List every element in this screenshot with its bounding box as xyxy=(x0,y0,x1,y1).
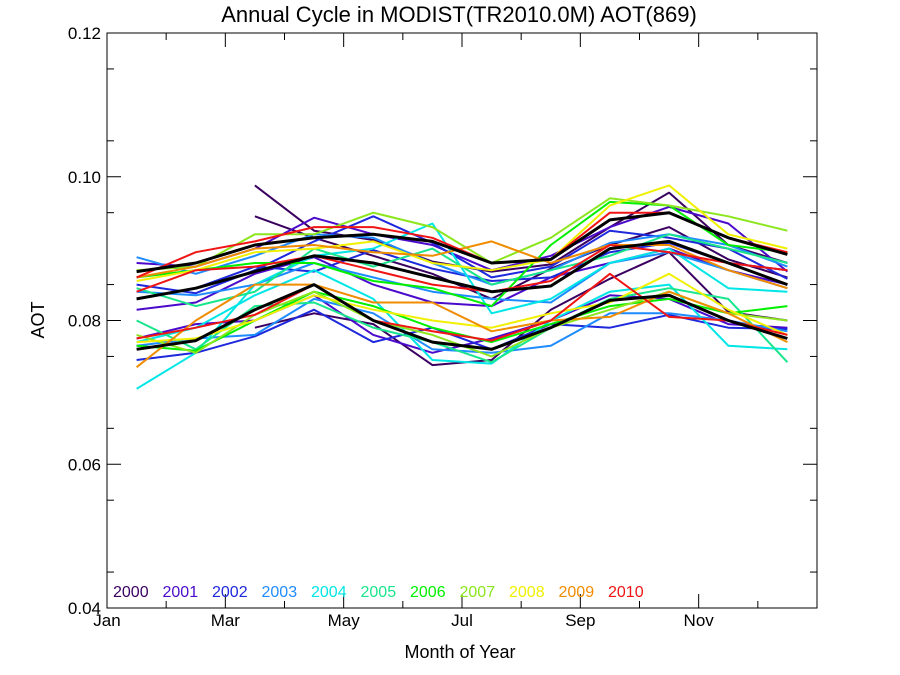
series-line-2010 xyxy=(136,244,788,293)
series-lines xyxy=(135,184,789,390)
series-line-2009 xyxy=(136,240,788,290)
series-line-2004 xyxy=(136,222,788,390)
x-tick-label: Sep xyxy=(565,611,595,630)
y-tick-label: 0.08 xyxy=(68,312,101,331)
y-tick-label: 0.12 xyxy=(68,24,101,43)
series-line-mean xyxy=(136,239,788,301)
x-tick-label: Nov xyxy=(684,611,715,630)
x-tick-label: May xyxy=(328,611,361,630)
legend-item-2010: 2010 xyxy=(608,584,644,601)
axis-ticks xyxy=(106,32,817,609)
y-tick-label: 0.04 xyxy=(68,599,101,618)
y-axis-label: AOT xyxy=(28,301,48,338)
legend-item-2000: 2000 xyxy=(113,584,149,601)
series-line-2001 xyxy=(136,247,788,311)
x-tick-label: Jul xyxy=(451,611,473,630)
x-tick-labels: Jan Mar May Jul Sep Nov xyxy=(93,611,714,630)
series-line-2003 xyxy=(136,297,788,354)
series-line-2010 xyxy=(136,272,788,342)
legend-item-2002: 2002 xyxy=(212,584,248,601)
legend-item-2009: 2009 xyxy=(559,584,595,601)
y-tick-label: 0.06 xyxy=(68,455,101,474)
legend-item-2007: 2007 xyxy=(460,584,496,601)
series-line-2000 xyxy=(254,251,788,367)
series-line-2006 xyxy=(136,200,788,308)
series-line-2006 xyxy=(136,290,788,352)
y-tick-label: 0.10 xyxy=(68,168,101,187)
series-line-2008 xyxy=(136,272,788,344)
series-line-2007 xyxy=(136,197,788,272)
legend-item-2005: 2005 xyxy=(361,584,397,601)
series-line-mean xyxy=(136,283,788,351)
x-tick-label: Mar xyxy=(211,611,241,630)
series-line-mean xyxy=(136,211,788,274)
legend-item-2006: 2006 xyxy=(410,584,446,601)
x-axis-label: Month of Year xyxy=(404,642,515,662)
chart-title: Annual Cycle in MODIST(TR2010.0M) AOT(86… xyxy=(221,2,697,27)
series-line-2009 xyxy=(135,283,788,368)
legend: 2000 2001 2002 2003 2004 2005 2006 2007 2008 2009… xyxy=(113,584,644,601)
x-tick-label: Jan xyxy=(93,611,120,630)
series-line-2008 xyxy=(136,184,788,282)
legend-item-2004: 2004 xyxy=(311,584,347,601)
legend-item-2003: 2003 xyxy=(262,584,298,601)
y-tick-labels: 0.04 0.06 0.08 0.10 0.12 xyxy=(68,24,101,618)
legend-item-2001: 2001 xyxy=(163,584,199,601)
legend-item-2008: 2008 xyxy=(509,584,545,601)
plot-frame xyxy=(106,32,818,609)
